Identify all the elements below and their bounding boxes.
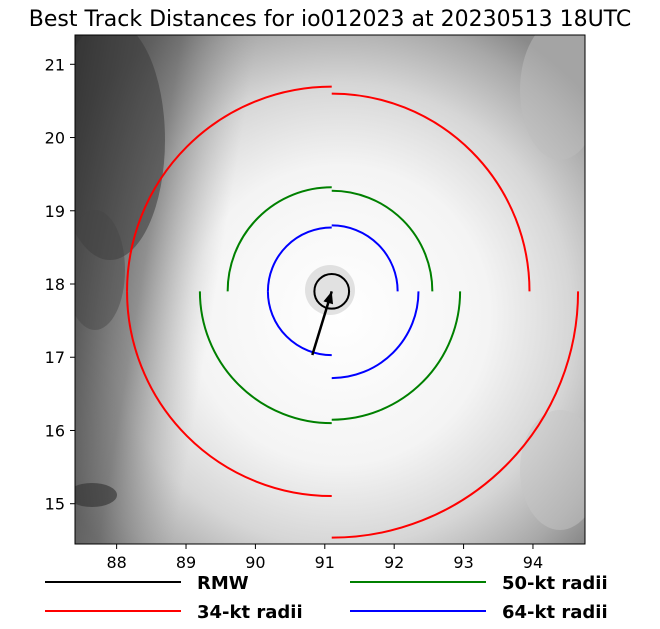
x-tick-label: 92 — [384, 553, 404, 572]
x-axis: 88 89 90 91 92 93 94 — [106, 544, 543, 572]
motion-vector-arrowhead — [323, 291, 334, 305]
x-tick-label: 93 — [453, 553, 473, 572]
y-tick-label: 21 — [45, 55, 65, 74]
64-kt-radii-arc-sw — [266, 291, 332, 357]
50-kt-radii-arc-sw — [198, 291, 332, 425]
legend: RMW 50-kt radii 34-kt radii 64-kt radii — [45, 573, 608, 623]
rmw-circle — [313, 272, 351, 310]
legend-label-50-kt-radii: 50-kt radii — [502, 573, 608, 594]
34-kt-radii-arc-se — [331, 291, 580, 539]
legend-label-34-kt-radii: 34-kt radii — [197, 602, 303, 623]
34-kt-radii-arc-sw — [126, 291, 332, 498]
50-kt-radii-arc-nw — [226, 186, 332, 292]
x-tick-label: 91 — [315, 553, 335, 572]
x-tick-label: 90 — [245, 553, 265, 572]
legend-label-rmw: RMW — [197, 573, 249, 594]
plot-frame — [74, 34, 586, 545]
64-kt-radii-arc-ne — [331, 224, 399, 292]
y-tick-label: 18 — [45, 275, 65, 294]
34-kt-radii-arc-ne — [331, 92, 531, 292]
y-tick-label: 17 — [45, 348, 65, 367]
satellite-background — [75, 35, 585, 544]
50-kt-radii-arc-ne — [331, 189, 434, 292]
y-tick-label: 15 — [45, 495, 65, 514]
x-tick-label: 94 — [523, 553, 543, 572]
64-kt-radii-arc-nw — [266, 226, 332, 292]
y-axis: 15 16 17 18 19 20 21 — [45, 55, 75, 514]
x-tick-label: 88 — [106, 553, 126, 572]
50-kt-radii-arc-se — [331, 291, 462, 421]
y-tick-label: 20 — [45, 129, 65, 148]
34-kt-radii-arc-nw — [126, 85, 332, 292]
legend-label-64-kt-radii: 64-kt radii — [502, 602, 608, 623]
y-tick-label: 19 — [45, 202, 65, 221]
x-tick-label: 89 — [176, 553, 196, 572]
radii-layer — [126, 85, 580, 539]
64-kt-radii-arc-se — [331, 291, 420, 380]
y-tick-label: 16 — [45, 421, 65, 440]
chart-title: Best Track Distances for io012023 at 202… — [29, 7, 631, 32]
motion-vector-layer — [311, 290, 334, 356]
